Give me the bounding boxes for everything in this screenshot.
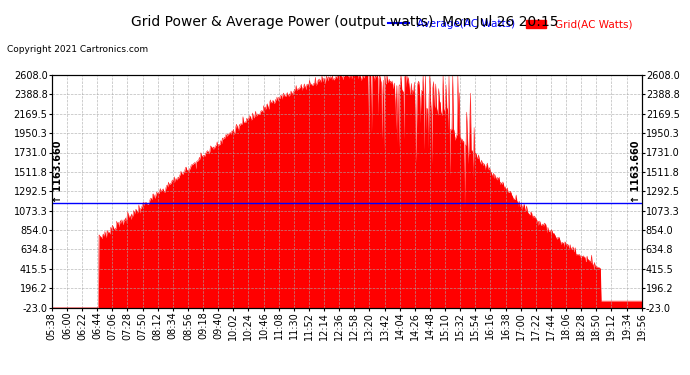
Legend: Average(AC Watts), Grid(AC Watts): Average(AC Watts), Grid(AC Watts): [384, 15, 636, 33]
Text: Copyright 2021 Cartronics.com: Copyright 2021 Cartronics.com: [7, 45, 148, 54]
Text: ↑ 1163.660: ↑ 1163.660: [53, 140, 63, 202]
Text: ↑ 1163.660: ↑ 1163.660: [631, 140, 640, 202]
Text: Grid Power & Average Power (output watts)  Mon Jul 26 20:15: Grid Power & Average Power (output watts…: [131, 15, 559, 29]
